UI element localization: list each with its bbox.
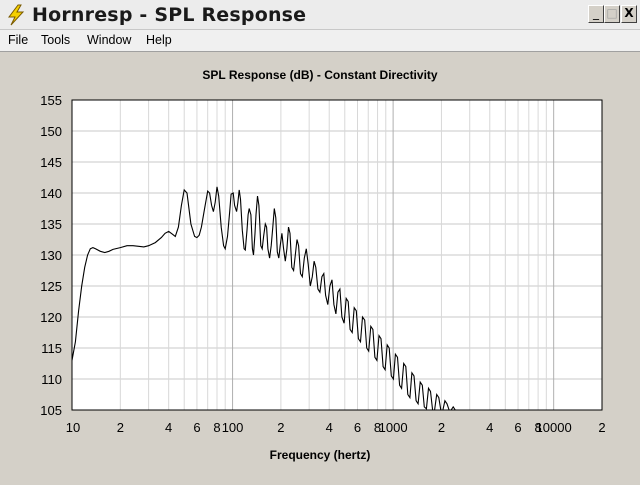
x-tick-label: 8 xyxy=(534,420,541,435)
x-tick-label: 2 xyxy=(598,420,605,435)
y-tick-label: 115 xyxy=(41,341,62,356)
menu-help[interactable]: Help xyxy=(146,33,172,47)
x-tick-label: 1000 xyxy=(379,420,408,435)
y-tick-label: 145 xyxy=(40,155,62,170)
x-tick-label: 10 xyxy=(66,420,80,435)
menu-file[interactable]: File xyxy=(8,33,29,47)
x-tick-label: 4 xyxy=(165,420,172,435)
x-tick-label: 8 xyxy=(213,420,220,435)
chart-area: SPL Response (dB) - Constant Directivity… xyxy=(0,52,640,480)
x-tick-label: 6 xyxy=(514,420,521,435)
plot-frame xyxy=(71,99,603,411)
y-tick-label: 110 xyxy=(41,372,62,387)
lightning-bolt-icon xyxy=(8,4,25,26)
chart-title: SPL Response (dB) - Constant Directivity xyxy=(202,68,437,82)
spl-response-chart: SPL Response (dB) - Constant Directivity… xyxy=(40,68,606,462)
y-tick-label: 155 xyxy=(40,93,62,108)
y-tick-label: 125 xyxy=(40,279,62,294)
x-tick-label: 6 xyxy=(354,420,361,435)
close-button[interactable]: X xyxy=(621,5,637,23)
menu-bar: File Tools Window Help xyxy=(0,30,640,52)
x-tick-label: 2 xyxy=(117,420,124,435)
y-tick-label: 140 xyxy=(40,186,62,201)
window-title: Hornresp - SPL Response xyxy=(32,4,307,26)
chart-grid xyxy=(71,99,603,411)
y-tick-label: 105 xyxy=(40,403,62,418)
x-tick-label: 4 xyxy=(486,420,493,435)
y-axis-ticks: 155 150 145 140 135 130 125 120 115 110 105 xyxy=(40,93,62,418)
x-axis-label: Frequency (hertz) xyxy=(270,448,371,462)
menu-tools[interactable]: Tools xyxy=(41,33,71,47)
maximize-button[interactable]: □ xyxy=(604,5,620,23)
x-tick-label: 100 xyxy=(222,420,244,435)
x-tick-label: 2 xyxy=(438,420,445,435)
x-tick-label: 8 xyxy=(374,420,381,435)
title-bar[interactable]: Hornresp - SPL Response _ □ X xyxy=(0,0,640,30)
y-tick-label: 135 xyxy=(40,217,62,232)
y-tick-label: 120 xyxy=(40,310,62,325)
menu-window[interactable]: Window xyxy=(87,33,132,47)
x-tick-label: 10000 xyxy=(536,420,572,435)
spl-curve xyxy=(71,186,456,411)
x-tick-label: 2 xyxy=(277,420,284,435)
y-tick-label: 130 xyxy=(40,248,62,263)
x-tick-label: 4 xyxy=(326,420,333,435)
y-tick-label: 150 xyxy=(40,124,62,139)
minimize-button[interactable]: _ xyxy=(588,5,604,23)
x-tick-label: 6 xyxy=(193,420,200,435)
